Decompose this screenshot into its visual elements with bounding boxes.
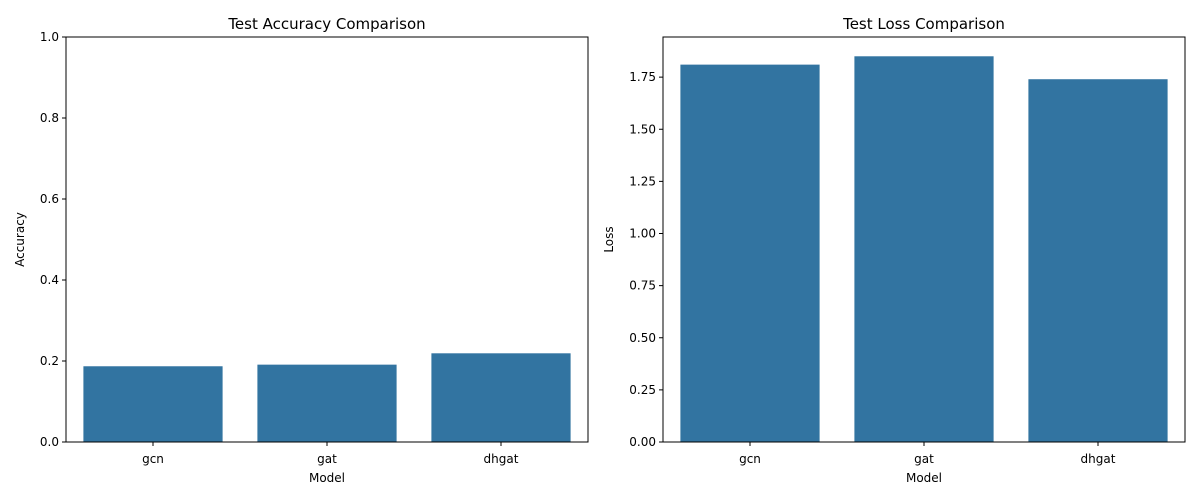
chart-panel-2: gcn gat dhgat 0.00 0.25 0.50 0.75 1.00 1.25 1.50 1… [602,15,1186,485]
bar-dhgat [1028,79,1168,442]
bar-gcn [680,64,820,442]
bar-gcn [83,366,223,442]
axes-frame [65,36,589,443]
y-tick-label: 0.0 [40,435,59,449]
y-tick-label: 0.6 [40,192,59,206]
x-tick-label: dhgat [1081,452,1116,466]
y-tick-label: 0.4 [40,273,59,287]
x-tick-label: gat [914,452,934,466]
x-tick-label: gcn [739,452,761,466]
axes-frame [662,36,1186,443]
x-tick-label: dhgat [484,452,519,466]
y-tick-label: 0.8 [40,111,59,125]
y-tick-label: 0.00 [629,435,656,449]
bar-gat [854,56,994,443]
y-tick-label: 1.75 [629,70,656,84]
x-tick-label: gat [317,452,337,466]
y-tick-label: 1.25 [629,174,656,188]
bar-dhgat [431,353,571,442]
y-tick-label: 0.50 [629,331,656,345]
y-axis-label: Loss [602,226,616,252]
bar-gat [257,364,397,442]
chart-panel-1: gcn gat dhgat 0.0 0.2 0.4 0.6 0.8 1.0 Test Accura… [13,15,589,485]
y-tick-label: 1.0 [40,30,59,44]
x-tick-label: gcn [142,452,164,466]
y-tick-label: 1.00 [629,227,656,241]
y-tick-label: 0.75 [629,279,656,293]
x-axis-label: Model [309,471,345,485]
x-axis-label: Model [906,471,942,485]
y-axis-label: Accuracy [13,212,27,267]
y-tick-label: 0.25 [629,383,656,397]
chart-title: Test Loss Comparison [842,15,1005,33]
chart-title: Test Accuracy Comparison [227,15,425,33]
y-tick-label: 1.50 [629,122,656,136]
y-tick-label: 0.2 [40,354,59,368]
